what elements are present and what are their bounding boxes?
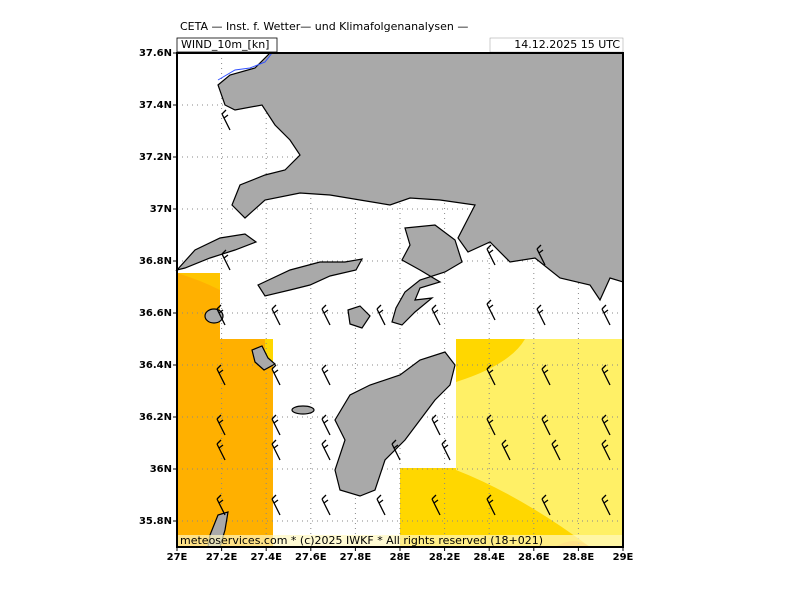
wind-barb [536, 244, 546, 266]
x-tick-label: 27.4E [250, 552, 282, 563]
wind-barb [391, 439, 401, 461]
y-tick-label: 36.2N [139, 412, 172, 423]
wind-zone-orange [177, 273, 273, 547]
wind-zone-gold [456, 339, 525, 382]
wind-barb [431, 494, 441, 516]
wind-barb [486, 299, 496, 321]
wind-zone-gold [400, 468, 590, 547]
river [217, 52, 273, 81]
x-tick-label: 28.4E [473, 552, 505, 563]
y-tick-label: 37.2N [139, 152, 172, 163]
wind-barb [271, 304, 281, 326]
wind-barb [321, 364, 331, 386]
y-tick-label: 35.8N [139, 516, 172, 527]
wind-barbs [216, 109, 611, 516]
wind-barb [486, 244, 496, 266]
wind-barb [501, 439, 511, 461]
wind-barb [541, 364, 551, 386]
footer: meteoservices.com * (c)2025 IWKF * All r… [180, 534, 543, 547]
wind-barb [431, 414, 441, 436]
wind-barb [601, 439, 611, 461]
land-peninsula [391, 224, 463, 326]
wind-barb [601, 494, 611, 516]
x-tick-label: 28E [390, 552, 411, 563]
wind-barb [216, 439, 226, 461]
wind-barb [271, 414, 281, 436]
header-title: CETA — Inst. f. Wetter— und Klimafolgena… [180, 20, 468, 33]
wind-barb [376, 304, 386, 326]
land-mainland [217, 52, 624, 302]
y-tick-label: 36N [150, 464, 172, 475]
island-kos [257, 258, 364, 297]
wind-barb [486, 494, 496, 516]
wind-barb [541, 494, 551, 516]
wind-barb [321, 414, 331, 436]
wind-barb [321, 304, 331, 326]
wind-barb [321, 494, 331, 516]
wind-barb [321, 439, 331, 461]
y-tick-label: 37N [150, 204, 172, 215]
wind-barb [551, 439, 561, 461]
island [291, 405, 315, 415]
datetime: 14.12.2025 15 UTC [514, 38, 620, 51]
x-tick-label: 27.6E [295, 552, 327, 563]
wind-barb [216, 364, 226, 386]
y-tick-label: 36.4N [139, 360, 172, 371]
y-tick-label: 36.8N [139, 256, 172, 267]
x-tick-label: 27E [167, 552, 188, 563]
island-rhodes [334, 351, 456, 497]
wind-barb [601, 414, 611, 436]
footer-band [177, 535, 623, 547]
wind-barb [221, 109, 231, 131]
wind-barb [601, 304, 611, 326]
y-tick-label: 37.6N [139, 48, 172, 59]
wind-barb [541, 414, 551, 436]
wind-zone-gold [177, 273, 220, 290]
wind-barb [601, 364, 611, 386]
x-tick-label: 28.8E [563, 552, 595, 563]
wind-barb [271, 439, 281, 461]
wind-barb [271, 364, 281, 386]
x-tick-label: 27.8E [340, 552, 372, 563]
axes: 27E 27.2E 27.4E 27.6E 27.8E 28E 28.2E 28.4E 28.6… [139, 48, 634, 563]
wind-barb [536, 304, 546, 326]
wind-barb [216, 494, 226, 516]
wind-barb [216, 304, 226, 326]
island [175, 233, 258, 272]
x-tick-label: 28.6E [518, 552, 550, 563]
x-tick-label: 27.2E [206, 552, 238, 563]
wind-barb [221, 249, 231, 271]
wind-barb [431, 304, 441, 326]
island [347, 305, 371, 329]
wind-barb [216, 414, 226, 436]
wind-barb [441, 439, 451, 461]
x-tick-label: 28.2E [429, 552, 461, 563]
wind-barb [376, 494, 386, 516]
y-tick-label: 37.4N [139, 100, 172, 111]
wind-barb [486, 364, 496, 386]
island [251, 345, 277, 371]
x-tick-label: 29E [613, 552, 634, 563]
plot-area: meteoservices.com * (c)2025 IWKF * All r… [175, 52, 624, 548]
wind-barb [486, 414, 496, 436]
wind-barb [271, 494, 281, 516]
product-label: WIND_10m_[kn] [181, 38, 269, 51]
y-tick-label: 36.6N [139, 308, 172, 319]
